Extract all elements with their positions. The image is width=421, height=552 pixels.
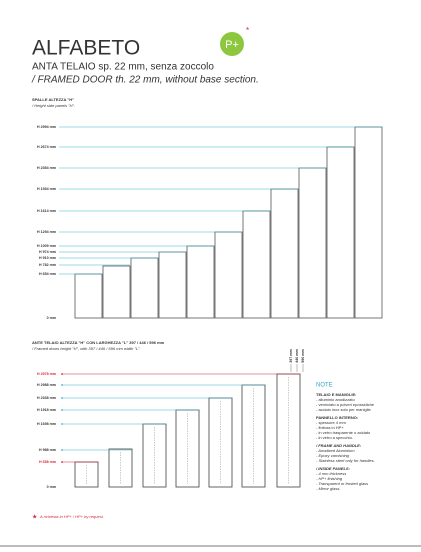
height-label: H 1614 mm — [37, 209, 56, 213]
width-label: 596 mm — [301, 349, 305, 362]
door-height-label: H 658 mm — [39, 460, 56, 464]
height-label: H 1934 mm — [37, 187, 56, 191]
side-panel — [158, 251, 187, 319]
note-line: - in vetro a specchio. — [316, 435, 353, 440]
note-line: - verniciato a polveri epossidiche — [316, 402, 375, 407]
side-panel — [354, 126, 383, 319]
height-label: H 1009 mm — [37, 244, 56, 248]
note-line: PANNELLO INTERNO: — [316, 415, 358, 420]
door-height-label: 0 mm — [47, 485, 56, 489]
note-line: - in vetro trasparente o acidato — [316, 430, 371, 435]
side-panel — [298, 167, 327, 319]
door-height-label: H 2338 mm — [37, 396, 56, 400]
height-label: H 2674 mm — [37, 145, 56, 149]
note-line: - Stainless steel only for handles. — [316, 458, 375, 463]
side-panel — [214, 231, 243, 319]
note-line: - Mirror glass. — [316, 486, 340, 491]
height-label: H 1294 mm — [37, 230, 56, 234]
badge-circle — [220, 32, 244, 56]
side-panel — [130, 257, 159, 319]
note-line: TELAIO E MANIGLIE: — [316, 392, 356, 397]
note-line: / INSIDE PANELS: — [315, 466, 351, 471]
door-height-label: H 2978 mm — [37, 372, 56, 376]
door-height-label: H 1918 mm — [37, 408, 56, 412]
note-line: - Anodized Aluminium — [316, 448, 355, 453]
title: ALFABETO — [32, 37, 140, 60]
door-height-label: H 988 mm — [39, 448, 56, 452]
width-label: 397 mm — [289, 349, 293, 362]
height-label: H 910 mm — [39, 256, 56, 260]
note-line: / FRAME AND HANDLE: — [315, 443, 362, 448]
note-line: - spessore 4 mm — [316, 420, 346, 425]
section1-subtitle: / Height side panels "H". — [31, 103, 75, 108]
subtitle-en: / FRAMED DOOR th. 22 mm, without base se… — [31, 75, 259, 86]
note-line: - 4 mm thickness — [316, 471, 346, 476]
note-line: - acciaio inox solo per maniglie — [316, 407, 371, 412]
door-height-label: H 1698 mm — [37, 422, 56, 426]
side-panel — [242, 210, 271, 319]
note-line: - alluminio anodizzato — [316, 397, 355, 402]
side-panel — [326, 146, 355, 319]
side-panel — [270, 188, 299, 319]
footnote-symbol: ★ — [32, 514, 37, 521]
section2-title: ANTE TELAIO ALTEZZA "H" CON LARGHEZZA "L… — [32, 340, 165, 345]
note-line: - Transparent or frosted glass — [316, 481, 368, 486]
badge: P+ — [225, 39, 239, 51]
side-panel — [102, 265, 131, 319]
section1-title: SPALLE ALTEZZA "H" — [32, 97, 74, 102]
side-panel — [74, 273, 103, 319]
notes-title: NOTE — [316, 383, 333, 389]
badge-mark: * — [246, 26, 249, 35]
height-label: H 2994 mm — [37, 125, 56, 129]
note-line: - finitura in HP+ — [316, 425, 344, 430]
note-line: - HP+ finishing — [316, 476, 343, 481]
note-line: - Epoxy varnishing — [316, 453, 350, 458]
footnote-text: A richiesta in HP+ / HP+ by request. — [39, 514, 104, 519]
height-label: H 782 mm — [39, 263, 56, 267]
height-label: 0 mm — [47, 316, 56, 320]
height-label: H 974 mm — [39, 250, 56, 254]
section2-subtitle: / Framed doors height "H", with 397 / 44… — [31, 346, 141, 351]
door-height-label: H 2988 mm — [37, 383, 56, 387]
subtitle: ANTA TELAIO sp. 22 mm, senza zoccolo — [32, 62, 214, 73]
width-label: 446 mm — [295, 349, 299, 362]
side-panel — [186, 245, 215, 319]
height-label: H 2354 mm — [37, 166, 56, 170]
height-label: H 654 mm — [39, 272, 56, 276]
